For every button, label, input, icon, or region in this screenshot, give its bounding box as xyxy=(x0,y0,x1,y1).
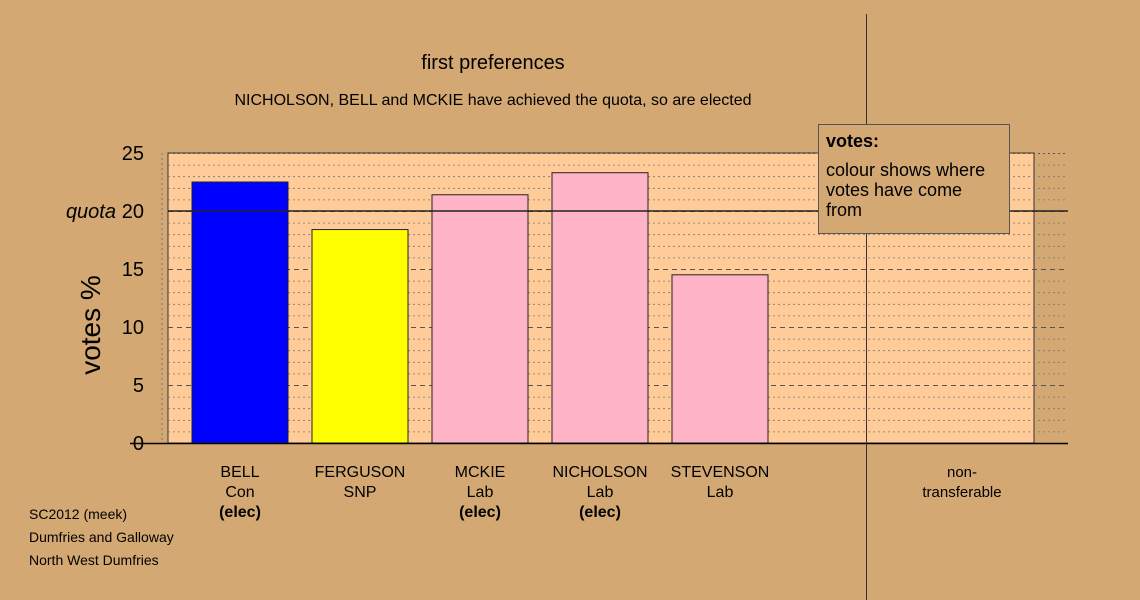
footer-council: Dumfries and Galloway xyxy=(29,529,174,545)
legend-title: votes: xyxy=(826,131,880,151)
y-tick-label: 5 xyxy=(133,375,144,397)
candidate-name: BELL xyxy=(220,464,260,481)
category-label: NICHOLSON Lab (elec) xyxy=(530,463,670,523)
quota-label: quota xyxy=(66,201,116,223)
chart-subtitle: NICHOLSON, BELL and MCKIE have achieved … xyxy=(234,92,752,109)
elected-status: (elec) xyxy=(579,504,621,521)
legend-body: colour shows where votes have come from xyxy=(826,160,986,220)
bars xyxy=(191,172,769,444)
chart-title: first preferences xyxy=(421,52,565,74)
nontransferable-label: non- xyxy=(946,464,978,481)
candidate-name: FERGUSON xyxy=(314,464,406,481)
bar-stevenson xyxy=(671,274,769,444)
category-label: MCKIE Lab (elec) xyxy=(410,463,550,523)
bar-bell xyxy=(191,181,289,444)
candidate-party: Lab xyxy=(586,484,614,501)
y-tick-labels: 0 5 10 15 20 25 xyxy=(122,143,144,455)
candidate-name: NICHOLSON xyxy=(552,464,648,481)
bar-ferguson xyxy=(311,229,409,444)
category-label: FERGUSON SNP xyxy=(290,463,430,503)
category-label: BELL Con (elec) xyxy=(170,463,310,523)
nontransferable-label: transferable xyxy=(922,484,1002,501)
y-tick-label: 0 xyxy=(133,433,144,455)
bar-mckie xyxy=(431,194,529,444)
y-tick-label: 25 xyxy=(122,143,144,165)
bar-nicholson xyxy=(551,172,649,444)
y-axis-label: votes % xyxy=(75,275,106,375)
category-label-nontransferable: non-transferable xyxy=(892,463,1032,503)
candidate-party: Lab xyxy=(706,484,734,501)
footer-ward: North West Dumfries xyxy=(29,552,159,568)
candidate-party: Con xyxy=(225,484,255,501)
category-label: STEVENSON Lab xyxy=(650,463,790,503)
footer-election: SC2012 (meek) xyxy=(29,506,128,522)
elected-status: (elec) xyxy=(219,504,261,521)
y-tick-label: 10 xyxy=(122,317,144,339)
candidate-name: MCKIE xyxy=(454,464,506,481)
elected-status: (elec) xyxy=(459,504,501,521)
y-tick-label: 15 xyxy=(122,259,144,281)
candidate-party: Lab xyxy=(466,484,494,501)
legend: votes: colour shows where votes have com… xyxy=(818,124,1010,234)
candidate-party: SNP xyxy=(343,484,377,501)
y-tick-label: 20 xyxy=(122,201,144,223)
candidate-name: STEVENSON xyxy=(670,464,770,481)
